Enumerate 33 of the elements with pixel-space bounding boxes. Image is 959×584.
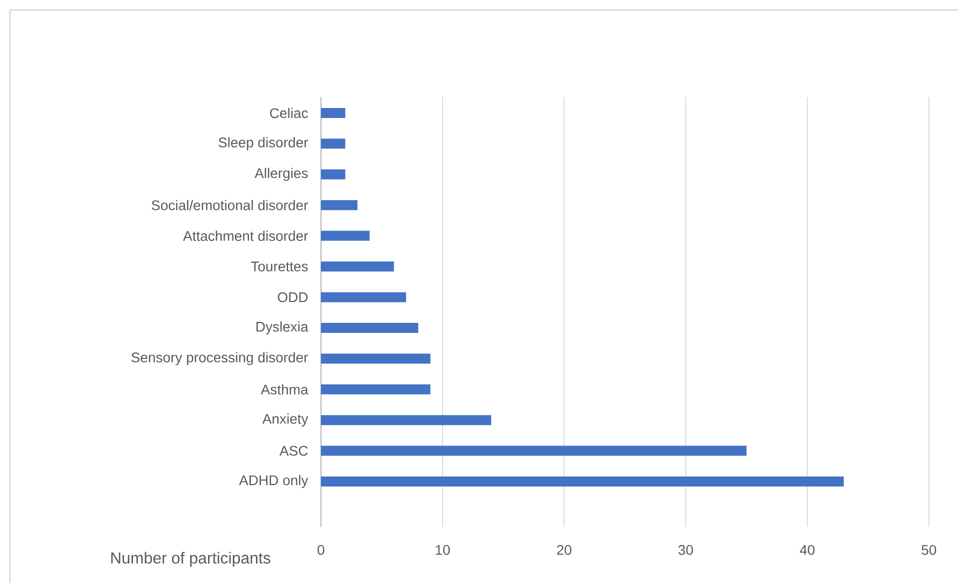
bar bbox=[320, 476, 844, 487]
bar bbox=[320, 292, 406, 302]
y-tick-label: ASC bbox=[280, 446, 308, 456]
bar bbox=[320, 446, 747, 456]
y-tick-label: Sleep disorder bbox=[218, 137, 308, 150]
bar bbox=[320, 262, 394, 272]
bar bbox=[320, 384, 430, 395]
x-tick-label: 30 bbox=[678, 545, 693, 556]
y-tick-label: Celiac bbox=[270, 108, 308, 118]
y-tick-label: ODD bbox=[278, 292, 308, 302]
y-tick-label: Asthma bbox=[260, 384, 308, 395]
x-tick-label: 40 bbox=[800, 545, 815, 556]
bar bbox=[320, 415, 492, 426]
y-tick-label: Anxiety bbox=[262, 414, 308, 427]
x-axis-title: Number of participants bbox=[111, 552, 270, 568]
bar bbox=[320, 108, 346, 118]
y-tick-label: Allergies bbox=[254, 168, 308, 182]
y-tick-label: Sensory processing disorder bbox=[131, 352, 308, 366]
x-tick-label: 20 bbox=[557, 545, 572, 556]
bar bbox=[320, 354, 430, 364]
y-tick-label: Tourettes bbox=[250, 262, 308, 272]
x-tick-label: 10 bbox=[436, 545, 450, 556]
bar bbox=[320, 200, 358, 210]
x-tick-label: 50 bbox=[922, 545, 936, 556]
bar bbox=[320, 231, 370, 242]
bar bbox=[320, 170, 346, 180]
y-tick-label: ADHD only bbox=[239, 475, 308, 488]
bar bbox=[320, 138, 346, 149]
y-tick-label: Social/emotional disorder bbox=[152, 200, 308, 210]
x-tick-label: 0 bbox=[318, 545, 324, 556]
y-tick-label: Dyslexia bbox=[256, 322, 308, 335]
y-tick-label: Attachment disorder bbox=[183, 230, 308, 242]
bar bbox=[320, 323, 418, 334]
